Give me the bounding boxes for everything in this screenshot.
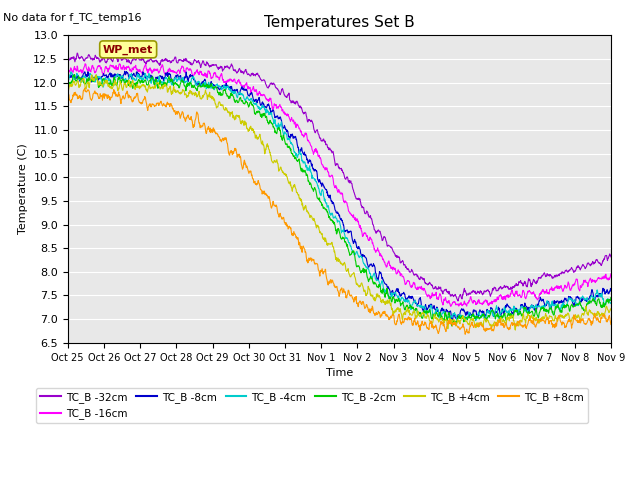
X-axis label: Time: Time <box>326 368 353 378</box>
Legend: TC_B -32cm, TC_B -16cm, TC_B -8cm, TC_B -4cm, TC_B -2cm, TC_B +4cm, TC_B +8cm: TC_B -32cm, TC_B -16cm, TC_B -8cm, TC_B … <box>36 388 588 423</box>
Text: WP_met: WP_met <box>103 44 154 55</box>
Title: Temperatures Set B: Temperatures Set B <box>264 15 415 30</box>
Text: No data for f_TC_temp16: No data for f_TC_temp16 <box>3 12 141 23</box>
Y-axis label: Temperature (C): Temperature (C) <box>18 144 28 234</box>
